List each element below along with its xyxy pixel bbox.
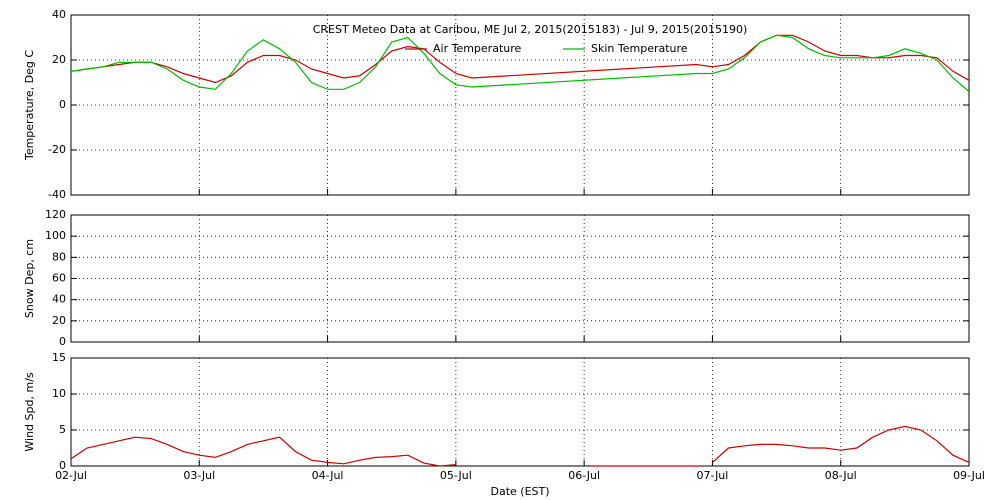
y-tick-label: -40	[48, 188, 66, 201]
y-tick-label: 0	[59, 335, 66, 348]
y-tick-label: 40	[52, 8, 66, 21]
plot-frame	[70, 214, 970, 343]
x-tick-label: 09-Jul	[953, 469, 985, 482]
y-tick-label: 60	[52, 272, 66, 285]
y-tick-label: 15	[52, 351, 66, 364]
y-tick-label: 5	[59, 423, 66, 436]
y-tick-label: 20	[52, 53, 66, 66]
y-tick-label: 10	[52, 387, 66, 400]
data-line	[70, 34, 970, 92]
x-tick-label: 08-Jul	[825, 469, 857, 482]
y-tick-label: 80	[52, 250, 66, 263]
y-tick-label: 120	[45, 208, 66, 221]
x-axis-label: Date (EST)	[490, 485, 549, 498]
legend-label: Air Temperature	[433, 42, 522, 55]
x-tick-label: 03-Jul	[183, 469, 215, 482]
chart-title: CREST Meteo Data at Caribou, ME Jul 2, 2…	[313, 23, 748, 36]
y-axis-label: Temperature, Deg C	[23, 50, 36, 161]
y-tick-label: 0	[59, 98, 66, 111]
y-tick-label: 40	[52, 293, 66, 306]
plot-frame	[70, 357, 970, 467]
legend-label: Skin Temperature	[591, 42, 688, 55]
x-tick-label: 06-Jul	[568, 469, 600, 482]
x-tick-label: 02-Jul	[55, 469, 87, 482]
y-axis-label: Wind Spd, m/s	[23, 372, 36, 452]
x-tick-label: 07-Jul	[696, 469, 728, 482]
y-tick-label: -20	[48, 143, 66, 156]
y-tick-label: 20	[52, 314, 66, 327]
x-tick-label: 04-Jul	[312, 469, 344, 482]
data-line	[70, 34, 970, 84]
y-tick-label: 0	[59, 459, 66, 472]
data-line	[70, 425, 970, 467]
plot-frame	[70, 14, 970, 196]
y-tick-label: 100	[45, 229, 66, 242]
y-axis-label: Snow Dep, cm	[23, 239, 36, 318]
x-tick-label: 05-Jul	[440, 469, 472, 482]
